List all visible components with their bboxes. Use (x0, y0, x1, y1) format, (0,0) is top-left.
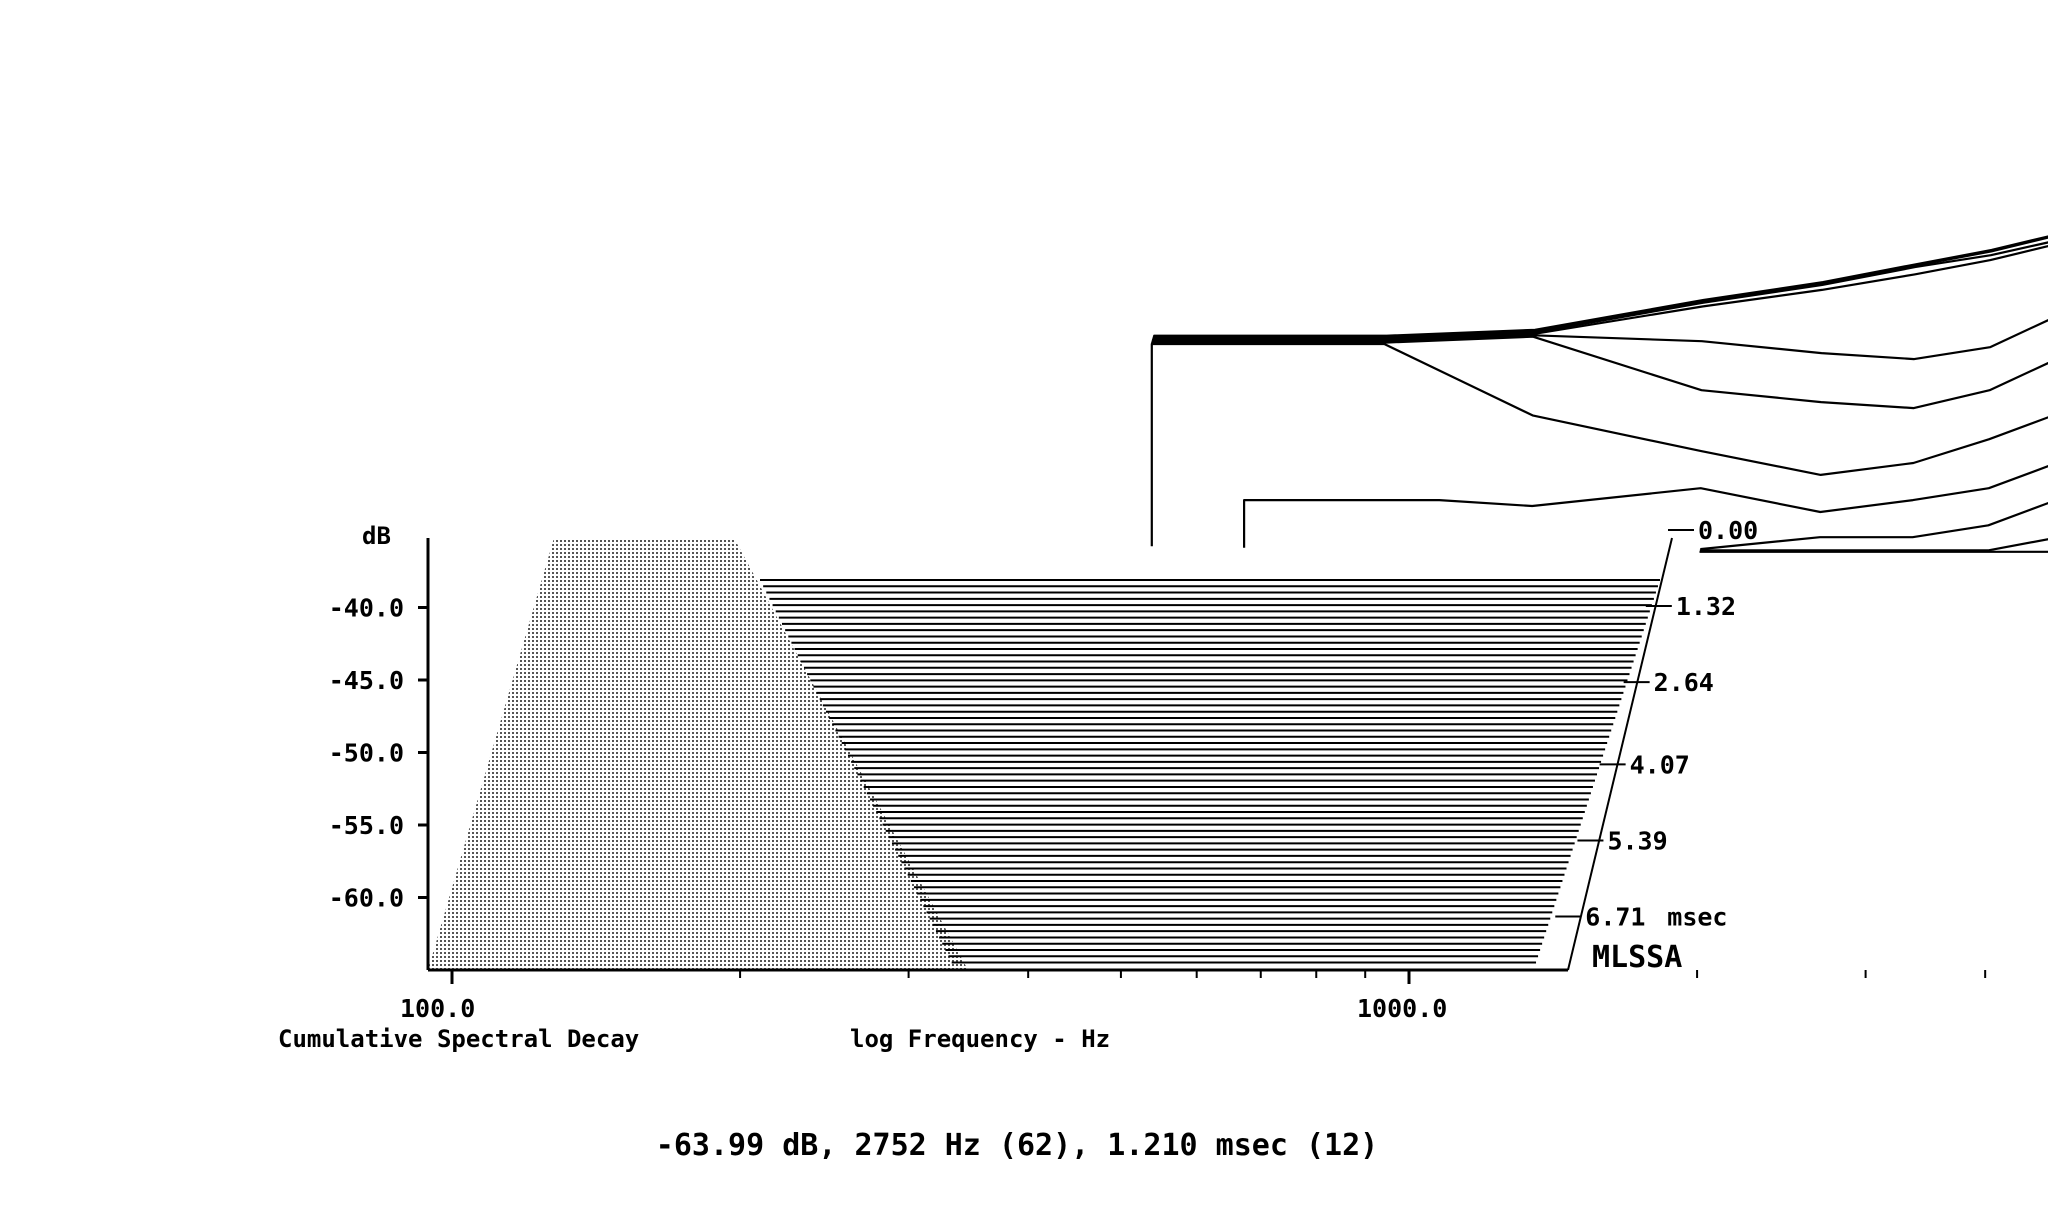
y-tick-label: -50.0 (329, 739, 404, 768)
decay-slice-curve (1699, 538, 2048, 552)
x-axis-label: log Frequency - Hz (850, 1025, 1110, 1053)
decay-slice-curve (1243, 465, 2048, 548)
decay-curves (1150, 235, 2048, 553)
time-tick-label: 1.32 (1676, 592, 1736, 621)
brand-label: MLSSA (1592, 940, 1682, 975)
y-tick-label: -60.0 (329, 884, 404, 913)
time-tick-label: 4.07 (1630, 750, 1690, 779)
y-tick: -40.0 (329, 594, 428, 623)
time-tick-label: 0.00 (1698, 516, 1758, 545)
floor-dotted-plane (428, 538, 968, 970)
x-tick-label: 1000.0 (1357, 994, 1447, 1023)
decay-slice-curve (1150, 342, 2048, 547)
right-depth-axis (1567, 537, 1673, 971)
time-tick-label: 5.39 (1607, 826, 1667, 855)
time-tick-label: 6.71 (1585, 902, 1645, 931)
y-tick: -45.0 (329, 666, 428, 695)
y-ticks: -40.0 -45.0 -50.0 -55.0 -60.0 (329, 594, 428, 913)
time-ticks: 0.00 1.32 2.64 4.07 5.39 6.71 (1555, 516, 1758, 931)
x-tick-label: 100.0 (400, 994, 475, 1023)
y-tick-label: -45.0 (329, 666, 404, 695)
decay-slice-curve (1700, 501, 2048, 551)
time-tick-label: 2.64 (1654, 668, 1714, 697)
y-tick: -60.0 (329, 884, 428, 913)
y-tick: -50.0 (329, 739, 428, 768)
y-axis-label: dB (362, 522, 391, 550)
y-tick-label: -40.0 (329, 594, 404, 623)
cursor-readout: -63.99 dB, 2752 Hz (62), 1.210 msec (12) (656, 1128, 1378, 1163)
decay-floor (428, 538, 1660, 970)
chart-title: Cumulative Spectral Decay (278, 1025, 639, 1053)
y-tick-label: -55.0 (329, 811, 404, 840)
y-tick: -55.0 (329, 811, 428, 840)
time-unit-label: msec (1667, 902, 1727, 931)
